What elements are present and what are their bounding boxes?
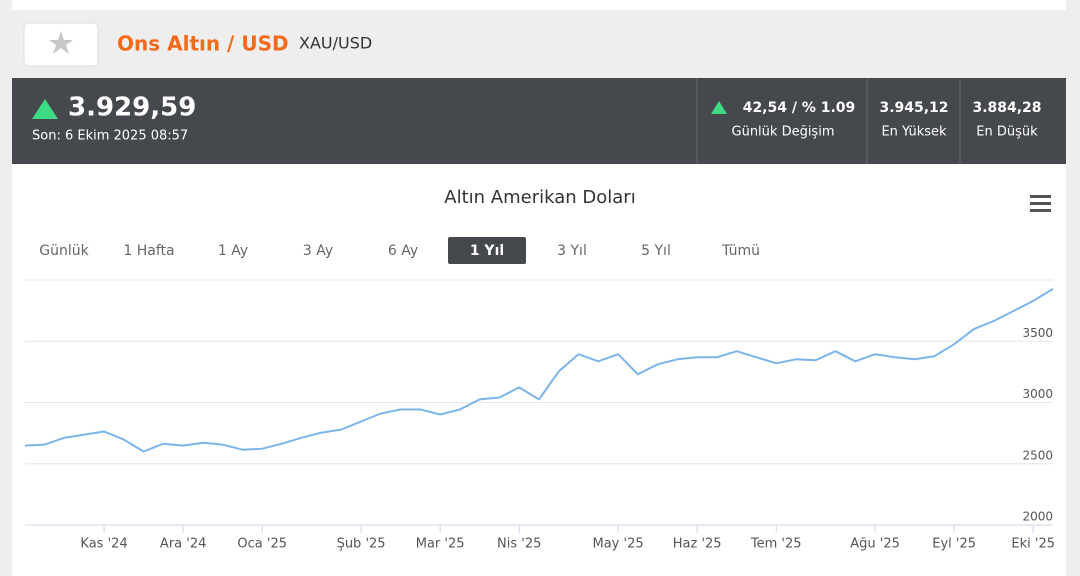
price-line — [24, 288, 1054, 453]
day-low-label: En Düşük — [976, 125, 1038, 140]
menu-bar — [1030, 202, 1051, 205]
range-button[interactable]: 3 Ay — [303, 243, 333, 259]
day-high-label: En Yüksek — [881, 125, 947, 140]
last-update: Son: 6 Ekim 2025 08:57 — [32, 129, 188, 144]
x-tick-label: Nis '25 — [497, 537, 541, 552]
range-button-label: 1 Yıl — [470, 243, 504, 259]
x-tick-label: Mar '25 — [416, 537, 465, 552]
range-button[interactable]: 3 Yıl — [557, 243, 587, 259]
menu-bar — [1030, 209, 1051, 212]
chart-title: Altın Amerikan Doları — [444, 187, 635, 208]
daily-change-label: Günlük Değişim — [732, 125, 835, 140]
range-button-label: 5 Yıl — [641, 243, 671, 259]
range-button-label: 1 Hafta — [123, 243, 174, 259]
range-button[interactable]: 1 Hafta — [123, 243, 174, 259]
x-tick-label: Tem '25 — [750, 537, 802, 552]
x-tick-label: Eyl '25 — [932, 537, 976, 552]
day-low: 3.884,28 — [972, 100, 1041, 116]
up-arrow — [32, 99, 58, 119]
day-high: 3.945,12 — [879, 100, 948, 116]
x-tick-label: May '25 — [593, 537, 644, 552]
range-button[interactable]: 5 Yıl — [641, 243, 671, 259]
range-button[interactable]: 1 Ay — [218, 243, 248, 259]
menu-bar — [1030, 195, 1051, 198]
plot: 2000 2500 3000 3500 Kas '24 Ara '24 Oca '25 Şub… — [24, 279, 1055, 552]
range-button-label: Günlük — [39, 243, 89, 259]
y-tick-label: 3000 — [1022, 387, 1053, 401]
range-selector: Günlük 1 Hafta 1 Ay 3 Ay 6 Ay 1 Yıl 3 Yıl 5 Yıl… — [39, 237, 760, 264]
instrument-symbol: XAU/USD — [299, 34, 372, 53]
change-arrow — [711, 101, 727, 114]
x-tick-label: Eki '25 — [1011, 537, 1055, 552]
range-button-label: 6 Ay — [388, 243, 418, 259]
x-tick-label: Ara '24 — [160, 537, 206, 552]
instrument-title: Ons Altın / USD — [117, 32, 289, 56]
daily-change: 42,54 / % 1.09 — [743, 100, 856, 116]
range-button-label: Tümü — [721, 243, 760, 259]
x-tick-label: Haz '25 — [673, 537, 722, 552]
range-button-bg — [448, 237, 526, 264]
menu-button[interactable] — [1030, 195, 1051, 212]
range-button[interactable]: Günlük — [39, 243, 89, 259]
top-card — [12, 0, 1066, 10]
x-tick-label: Kas '24 — [80, 537, 127, 552]
range-button-label: 1 Ay — [218, 243, 248, 259]
x-tick-label: Ağu '25 — [850, 537, 900, 552]
range-button[interactable]: 6 Ay — [388, 243, 418, 259]
price: 3.929,59 — [68, 93, 196, 123]
y-tick-label: 3500 — [1022, 326, 1053, 340]
x-tick-label: Şub '25 — [337, 537, 386, 552]
y-tick-label: 2000 — [1022, 510, 1053, 524]
range-button-label: 3 Yıl — [557, 243, 587, 259]
range-button[interactable]: Tümü — [721, 243, 760, 259]
star-icon — [49, 31, 73, 54]
range-button[interactable]: 1 Yıl — [448, 237, 526, 264]
range-button-label: 3 Ay — [303, 243, 333, 259]
chart-panel — [12, 164, 1066, 576]
x-tick-label: Oca '25 — [237, 537, 287, 552]
y-tick-label: 2500 — [1022, 448, 1053, 462]
quote-bar — [12, 78, 1066, 164]
